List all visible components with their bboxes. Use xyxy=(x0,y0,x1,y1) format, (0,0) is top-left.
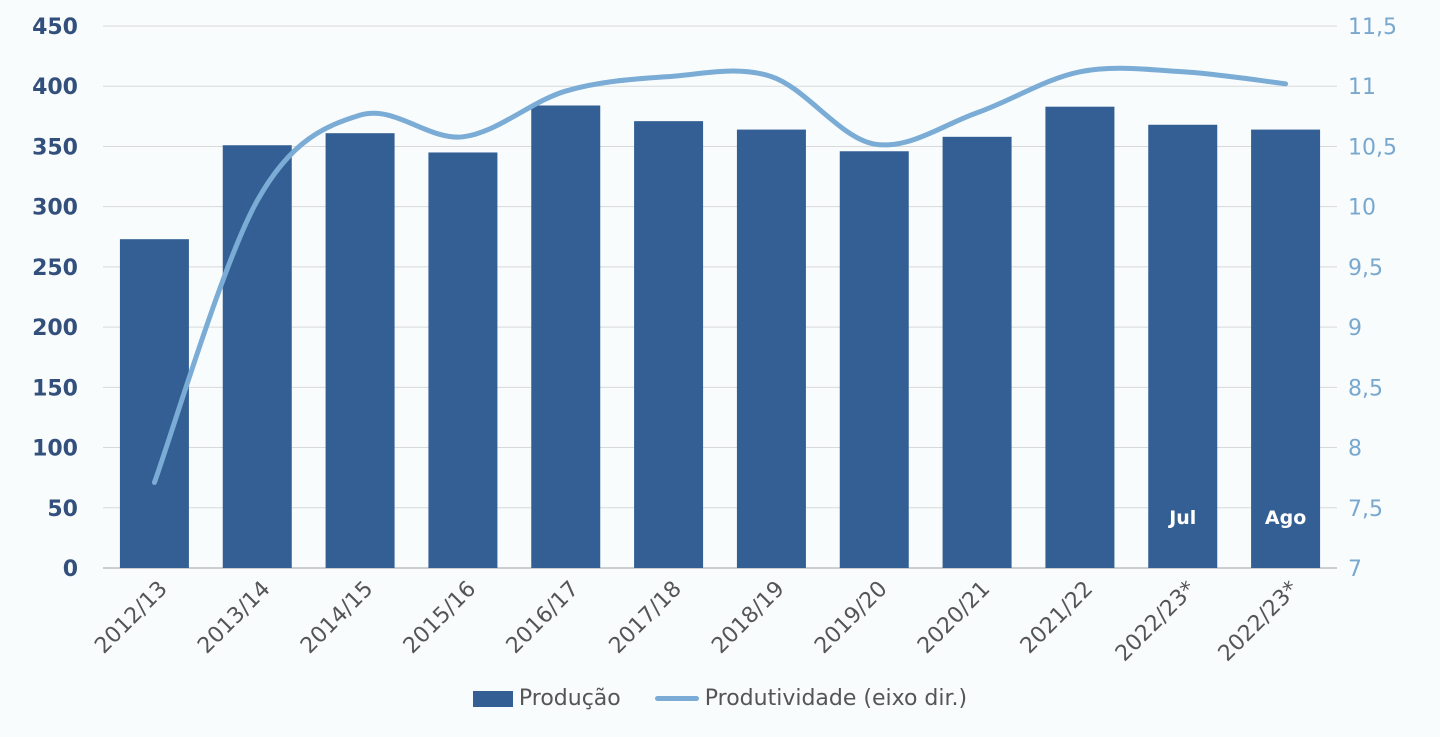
bar xyxy=(839,151,909,569)
left-tick-label: 200 xyxy=(32,316,78,341)
right-tick-label: 9 xyxy=(1348,316,1362,341)
legend-item-producao[interactable]: Produção xyxy=(472,686,621,711)
legend-swatch-line xyxy=(654,696,699,701)
right-tick-label: 8,5 xyxy=(1348,376,1383,401)
right-tick-label: 11 xyxy=(1348,75,1376,100)
legend-label-produtividade: Produtividade (eixo dir.) xyxy=(704,686,968,711)
left-axis: 0 50 100 150 200 250 300 350 400 450 xyxy=(32,15,78,582)
left-tick-label: 400 xyxy=(32,75,78,100)
category-label: 2021/22 xyxy=(1016,577,1098,659)
left-tick-label: 300 xyxy=(32,196,78,221)
category-label: 2016/17 xyxy=(502,577,584,659)
right-tick-label: 7 xyxy=(1348,557,1362,582)
category-label: 2020/21 xyxy=(913,577,995,659)
left-tick-label: 50 xyxy=(47,497,78,522)
category-label: 2019/20 xyxy=(810,577,892,659)
legend-item-produtividade[interactable]: Produtividade (eixo dir.) xyxy=(654,686,968,711)
category-label: 2015/16 xyxy=(399,577,481,659)
bar xyxy=(1045,106,1115,568)
category-label: 2017/18 xyxy=(605,577,687,659)
right-tick-label: 7,5 xyxy=(1348,497,1383,522)
bar xyxy=(325,133,395,568)
left-tick-label: 450 xyxy=(32,15,78,40)
x-axis: 2012/13 2013/14 2014/15 2015/16 2016/17 2017/… xyxy=(90,577,1303,667)
legend: Produção Produtividade (eixo dir.) xyxy=(0,686,1440,711)
right-tick-label: 11,5 xyxy=(1348,15,1397,40)
right-tick-label: 8 xyxy=(1348,437,1362,462)
bar-label: Ago xyxy=(1265,507,1306,529)
category-label: 2018/19 xyxy=(707,577,789,659)
bar-series-producao xyxy=(119,105,1321,569)
bar xyxy=(531,105,601,568)
category-label: 2022/23* xyxy=(1111,577,1201,667)
category-label: 2022/23* xyxy=(1214,577,1304,667)
legend-label-producao: Produção xyxy=(518,686,621,711)
left-tick-label: 150 xyxy=(32,376,78,401)
right-tick-label: 9,5 xyxy=(1348,256,1383,281)
bar xyxy=(1251,129,1321,569)
right-tick-label: 10 xyxy=(1348,196,1376,221)
bar xyxy=(222,145,292,569)
bar-label: Jul xyxy=(1167,507,1196,529)
bar xyxy=(119,239,189,569)
bar xyxy=(634,121,704,568)
bar xyxy=(942,136,1012,568)
gridlines xyxy=(103,25,1337,569)
bar-labels: Jul Ago xyxy=(1167,507,1306,529)
category-label: 2014/15 xyxy=(296,577,378,659)
legend-swatch-bar xyxy=(472,690,513,707)
bar xyxy=(1148,124,1218,569)
left-tick-label: 0 xyxy=(63,557,78,582)
right-tick-label: 10,5 xyxy=(1348,135,1397,160)
category-label: 2013/14 xyxy=(193,577,275,659)
right-axis: 7 7,5 8 8,5 9 9,5 10 10,5 11 11,5 xyxy=(1348,15,1397,582)
category-label: 2012/13 xyxy=(90,577,172,659)
left-tick-label: 350 xyxy=(32,135,78,160)
bar xyxy=(736,129,806,569)
left-tick-label: 100 xyxy=(32,437,78,462)
bar xyxy=(428,152,498,568)
line-series-produtividade xyxy=(151,65,1289,485)
left-tick-label: 250 xyxy=(32,256,78,281)
